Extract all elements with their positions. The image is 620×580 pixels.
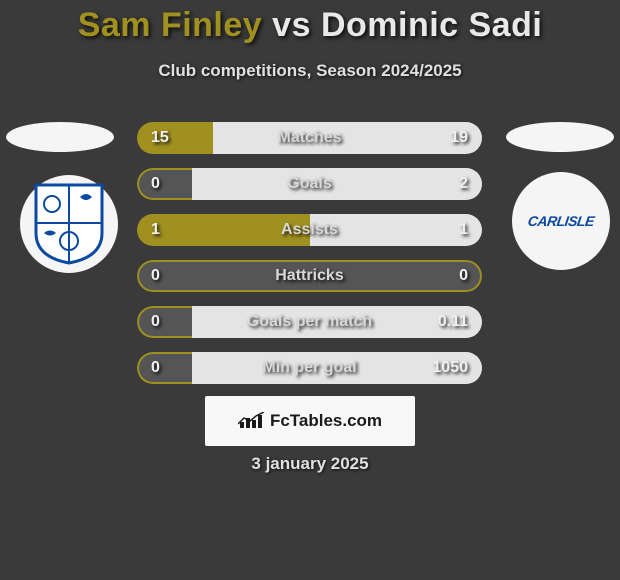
vs-text: vs <box>272 6 311 44</box>
stat-row: 0Hattricks0 <box>137 260 482 292</box>
stat-value-right: 0 <box>459 260 468 292</box>
stat-value-right: 1050 <box>432 352 468 384</box>
stat-row: 1Assists1 <box>137 214 482 246</box>
stat-row: 15Matches19 <box>137 122 482 154</box>
stats-container: 15Matches190Goals21Assists10Hattricks00G… <box>137 122 482 398</box>
page-title: Sam Finley vs Dominic Sadi <box>0 0 620 45</box>
player1-photo-placeholder <box>6 122 114 152</box>
player2-name: Dominic Sadi <box>321 6 542 44</box>
player1-name: Sam Finley <box>78 6 263 44</box>
stat-label: Goals per match <box>137 306 482 338</box>
stat-label: Min per goal <box>137 352 482 384</box>
stat-value-right: 0.11 <box>438 306 468 338</box>
player2-photo-placeholder <box>506 122 614 152</box>
stat-row: 0Min per goal1050 <box>137 352 482 384</box>
stat-value-right: 19 <box>450 122 468 154</box>
stat-value-right: 2 <box>459 168 468 200</box>
fctables-watermark: FcTables.com <box>205 396 415 446</box>
stat-value-right: 1 <box>459 214 468 246</box>
player2-club-badge: CARLISLE <box>512 172 610 270</box>
chart-icon <box>238 412 266 430</box>
comparison-date: 3 january 2025 <box>0 454 620 474</box>
stat-label: Assists <box>137 214 482 246</box>
carlisle-badge-text: CARLISLE <box>527 213 595 229</box>
stat-label: Hattricks <box>137 260 482 292</box>
stat-label: Goals <box>137 168 482 200</box>
stat-row: 0Goals2 <box>137 168 482 200</box>
watermark-text: FcTables.com <box>270 411 382 431</box>
stat-label: Matches <box>137 122 482 154</box>
stat-row: 0Goals per match0.11 <box>137 306 482 338</box>
subtitle: Club competitions, Season 2024/2025 <box>0 61 620 81</box>
shield-icon <box>34 183 104 265</box>
player1-club-badge <box>20 175 118 273</box>
